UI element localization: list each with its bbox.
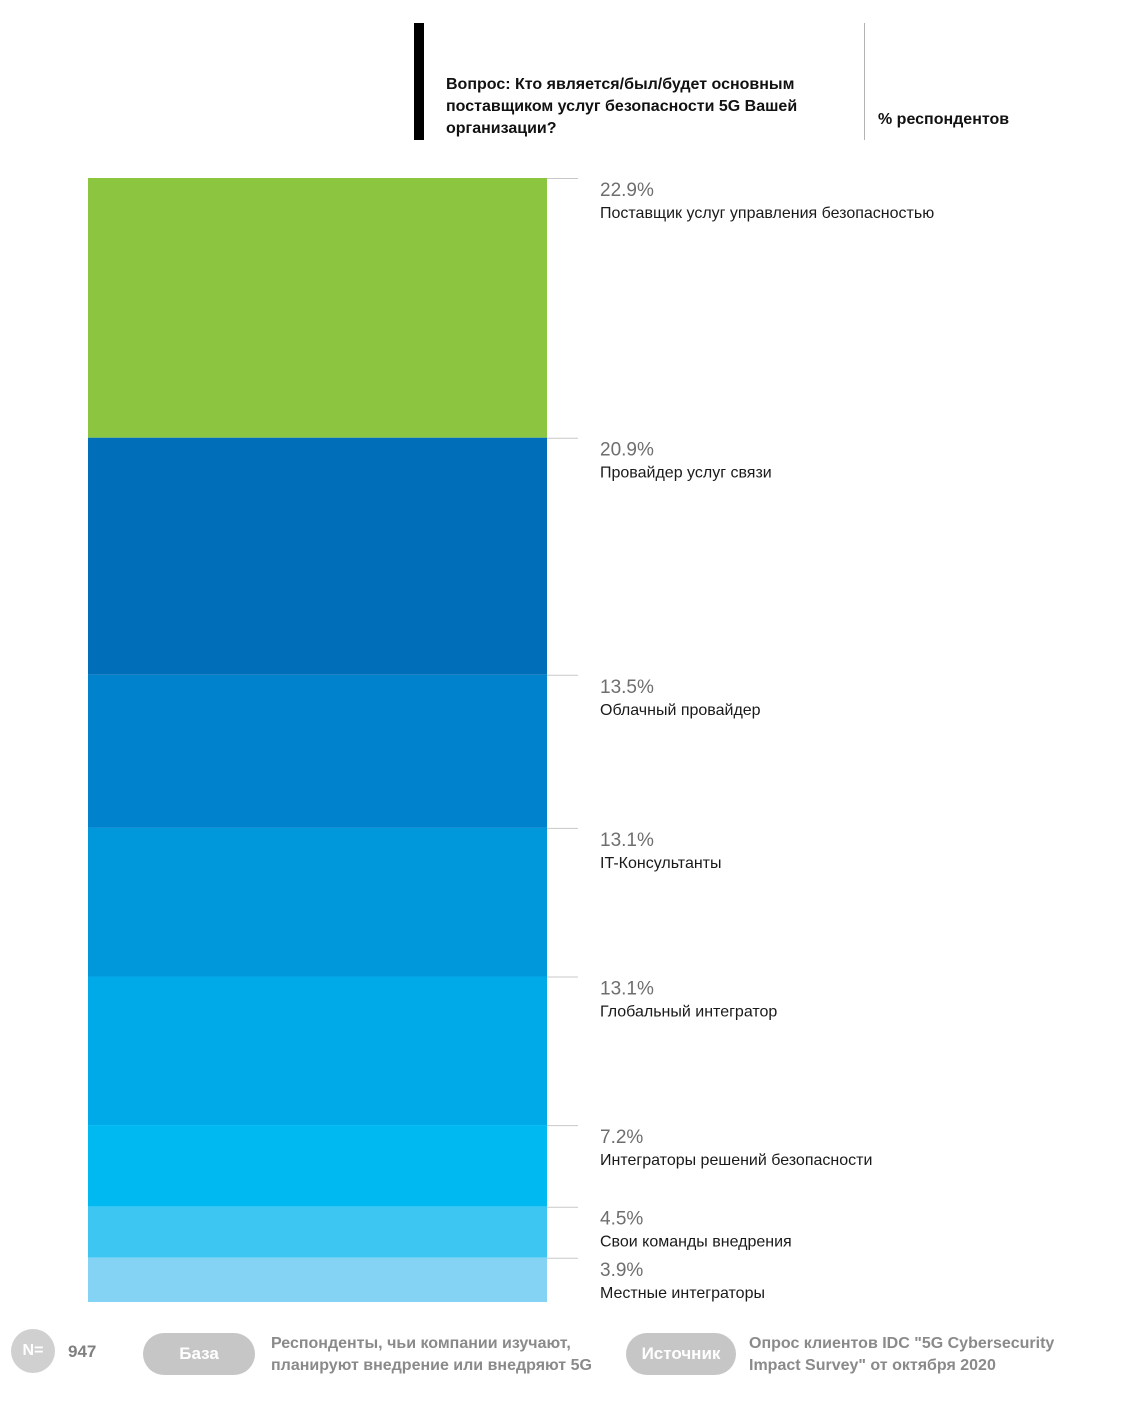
base-description: Респонденты, чьи компании изучают, плани…: [271, 1335, 592, 1374]
bar-segment-7: [88, 1206, 547, 1258]
unit-label: % респондентов: [878, 111, 1010, 128]
value-label-1: 22.9%: [600, 180, 654, 201]
category-label-7: Свои команды внедрения: [600, 1234, 792, 1251]
value-label-8: 3.9%: [600, 1260, 643, 1281]
value-label-5: 13.1%: [600, 978, 654, 999]
category-label-8: Местные интеграторы: [600, 1285, 765, 1302]
value-label-2: 20.9%: [600, 440, 654, 461]
bar-segment-6: [88, 1125, 547, 1207]
bar-segment-8: [88, 1257, 547, 1302]
bar-segment-4: [88, 827, 547, 977]
category-label-2: Провайдер услуг связи: [600, 465, 772, 482]
bar-segment-5: [88, 976, 547, 1126]
value-label-3: 13.5%: [600, 677, 654, 698]
value-label-4: 13.1%: [600, 830, 654, 851]
value-label-7: 4.5%: [600, 1209, 643, 1230]
header-divider: [864, 23, 865, 140]
bar-segment-3: [88, 674, 547, 828]
category-label-4: IT-Консультанты: [600, 855, 722, 872]
source-description: Опрос клиентов IDC "5G Cybersecurity Imp…: [749, 1335, 1055, 1374]
category-label-5: Глобальный интегратор: [600, 1003, 777, 1020]
bar-segment-2: [88, 437, 547, 675]
chart-question: Вопрос: Кто является/был/будет основным …: [446, 76, 798, 137]
header-accent-bar: [414, 23, 424, 140]
sample-size-badge: N=: [11, 1329, 55, 1373]
category-label-3: Облачный провайдер: [600, 702, 761, 719]
base-pill: База: [143, 1333, 255, 1375]
category-label-1: Поставщик услуг управления безопасностью: [600, 205, 934, 222]
sample-size-value: 947: [68, 1342, 97, 1361]
source-pill: Источник: [626, 1333, 736, 1375]
category-label-6: Интеграторы решений безопасности: [600, 1152, 872, 1169]
value-label-6: 7.2%: [600, 1127, 643, 1148]
bar-segment-1: [88, 178, 547, 438]
